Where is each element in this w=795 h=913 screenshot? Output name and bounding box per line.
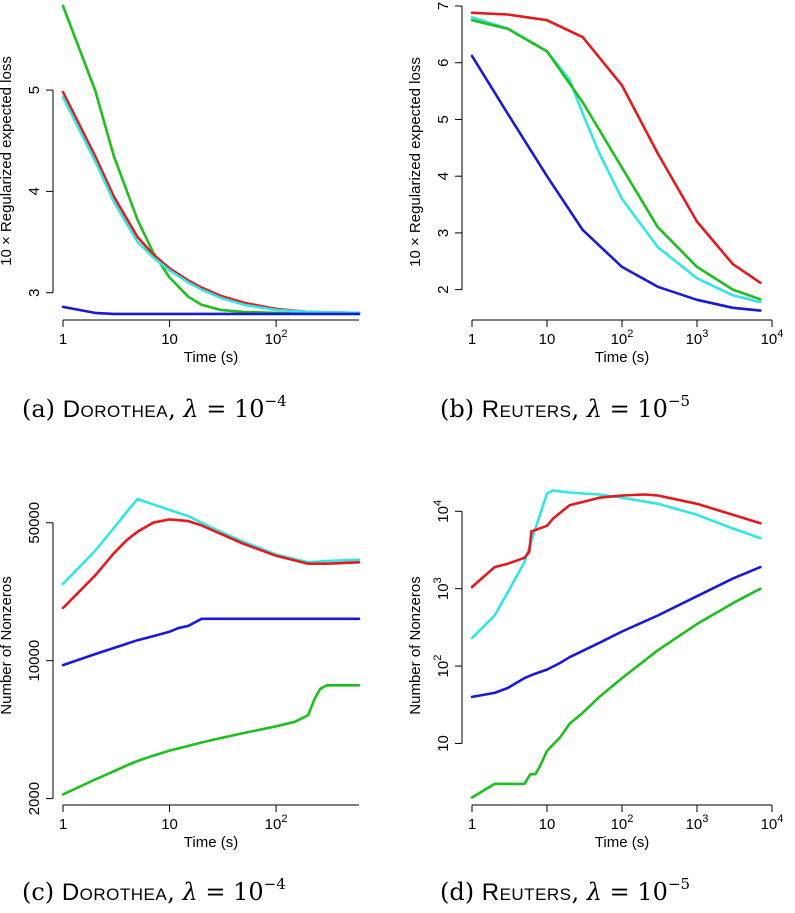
caption-eq: = 10 xyxy=(609,395,668,423)
x-tick-label: 102 xyxy=(265,328,288,348)
caption-eq: = 10 xyxy=(206,395,265,423)
x-axis-title: Time (s) xyxy=(595,349,649,366)
y-tick-label: 10000 xyxy=(26,640,43,682)
caption-lambda: λ xyxy=(586,395,603,423)
y-axis-title: Number of Nonzeros xyxy=(407,576,424,714)
caption-exponent: −4 xyxy=(264,392,287,410)
x-tick-label: 104 xyxy=(761,813,784,833)
caption-exponent: −5 xyxy=(667,875,691,893)
caption-d: (d) Reuters, λ = 10−5 xyxy=(440,875,691,906)
caption-lambda: λ xyxy=(183,395,199,423)
x-tick-label: 102 xyxy=(611,328,634,348)
caption-dataset: Reuters xyxy=(481,879,572,906)
y-axis-title: 10 × Regularized expected loss xyxy=(0,56,15,266)
series-line-green xyxy=(470,18,762,301)
caption-letter: (a) xyxy=(22,395,56,423)
y-tick-label: 4 xyxy=(26,187,43,195)
y-tick-label: 4 xyxy=(435,172,452,180)
series-line-cyan xyxy=(470,489,762,640)
caption-eq: = 10 xyxy=(205,878,264,906)
series-line-cyan xyxy=(61,95,361,315)
y-tick-label: 7 xyxy=(435,2,452,10)
caption-dataset: Dorothea xyxy=(61,879,168,906)
x-axis-title: Time (s) xyxy=(184,834,238,851)
y-tick-label: 2000 xyxy=(26,782,43,815)
x-tick-label: 10 xyxy=(539,816,556,833)
caption-lambda: λ xyxy=(586,878,603,906)
x-tick-label: 10 xyxy=(161,816,178,833)
series-line-red xyxy=(61,518,361,610)
caption-letter: (d) xyxy=(440,878,475,906)
series-line-cyan xyxy=(61,497,361,586)
caption-exponent: −5 xyxy=(667,392,691,410)
x-tick-label: 104 xyxy=(761,328,784,348)
y-tick-label: 3 xyxy=(26,289,43,297)
y-axis-title: Number of Nonzeros xyxy=(0,576,15,714)
caption-eq: = 10 xyxy=(609,878,668,906)
y-axis-title: 10 × Regularized expected loss xyxy=(407,57,424,267)
series-line-green xyxy=(61,684,361,796)
y-tick-label: 50000 xyxy=(26,502,43,544)
x-tick-label: 10 xyxy=(161,331,178,348)
x-axis-title: Time (s) xyxy=(184,349,238,366)
series-line-red xyxy=(470,493,762,589)
caption-lambda: λ xyxy=(182,878,198,906)
y-tick-label: 5 xyxy=(435,115,452,123)
y-tick-label: 104 xyxy=(432,500,452,523)
caption-c: (c) Dorothea, λ = 10−4 xyxy=(22,875,286,906)
x-tick-label: 1 xyxy=(468,331,476,348)
x-tick-label: 1 xyxy=(59,816,67,833)
caption-a: (a) Dorothea, λ = 10−4 xyxy=(22,392,287,423)
series-line-green xyxy=(470,587,762,799)
y-tick-label: 3 xyxy=(435,229,452,237)
x-tick-label: 103 xyxy=(686,813,709,833)
x-tick-label: 10 xyxy=(539,331,556,348)
x-tick-label: 1 xyxy=(59,331,67,348)
x-tick-label: 102 xyxy=(265,813,288,833)
y-tick-label: 102 xyxy=(432,655,452,678)
caption-letter: (c) xyxy=(22,878,55,906)
caption-exponent: −4 xyxy=(263,875,286,893)
series-line-blue xyxy=(470,565,762,699)
series-line-blue xyxy=(61,305,361,316)
caption-dataset: Reuters xyxy=(481,396,572,423)
y-tick-label: 6 xyxy=(435,59,452,67)
x-tick-label: 102 xyxy=(611,813,634,833)
x-tick-label: 103 xyxy=(686,328,709,348)
series-line-blue xyxy=(61,617,361,667)
x-tick-label: 1 xyxy=(468,816,476,833)
y-tick-label: 10 xyxy=(435,735,452,752)
caption-letter: (b) xyxy=(440,395,475,423)
x-axis-title: Time (s) xyxy=(595,834,649,851)
y-tick-label: 2 xyxy=(435,285,452,293)
caption-dataset: Dorothea xyxy=(62,396,169,423)
y-tick-label: 5 xyxy=(26,86,43,94)
caption-b: (b) Reuters, λ = 10−5 xyxy=(440,392,691,423)
y-tick-label: 103 xyxy=(432,577,452,600)
series-line-red xyxy=(470,11,762,285)
series-line-blue xyxy=(470,54,762,312)
